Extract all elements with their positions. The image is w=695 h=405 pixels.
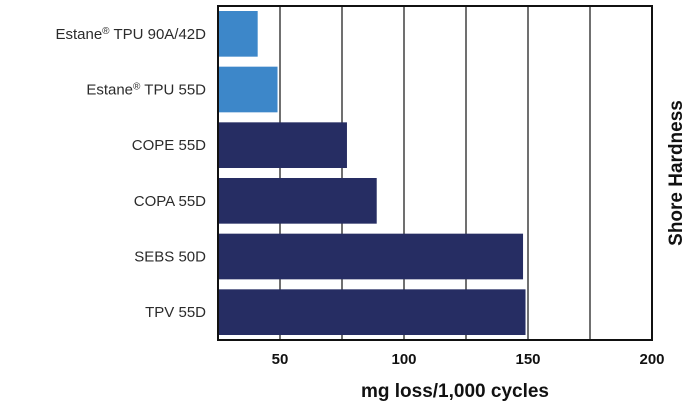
category-label: TPV 55D bbox=[145, 304, 206, 321]
plot-frame bbox=[217, 5, 653, 341]
x-tick-label: 200 bbox=[639, 351, 664, 368]
y-axis-title: Shore Hardness bbox=[666, 100, 687, 246]
x-tick-label: 50 bbox=[272, 351, 289, 368]
x-tick-label: 150 bbox=[515, 351, 540, 368]
bar bbox=[218, 178, 377, 224]
x-tick-labels: 50 100 150 200 bbox=[272, 351, 665, 368]
category-label: Estane® TPU 90A/42D bbox=[55, 25, 206, 43]
bars bbox=[218, 11, 526, 335]
category-label: SEBS 50D bbox=[134, 249, 206, 266]
category-label: Estane® TPU 55D bbox=[86, 81, 206, 99]
bar bbox=[218, 289, 526, 335]
bar bbox=[218, 122, 347, 168]
category-label: COPA 55D bbox=[134, 193, 206, 210]
bar bbox=[218, 66, 278, 113]
bar bbox=[218, 11, 258, 57]
x-axis-title: mg loss/1,000 cycles bbox=[361, 381, 549, 402]
x-tick-label: 100 bbox=[391, 351, 416, 368]
category-label: COPE 55D bbox=[132, 137, 206, 154]
category-labels: Estane® TPU 90A/42D Estane® TPU 55D COPE 5… bbox=[55, 25, 206, 321]
bar bbox=[218, 233, 524, 280]
